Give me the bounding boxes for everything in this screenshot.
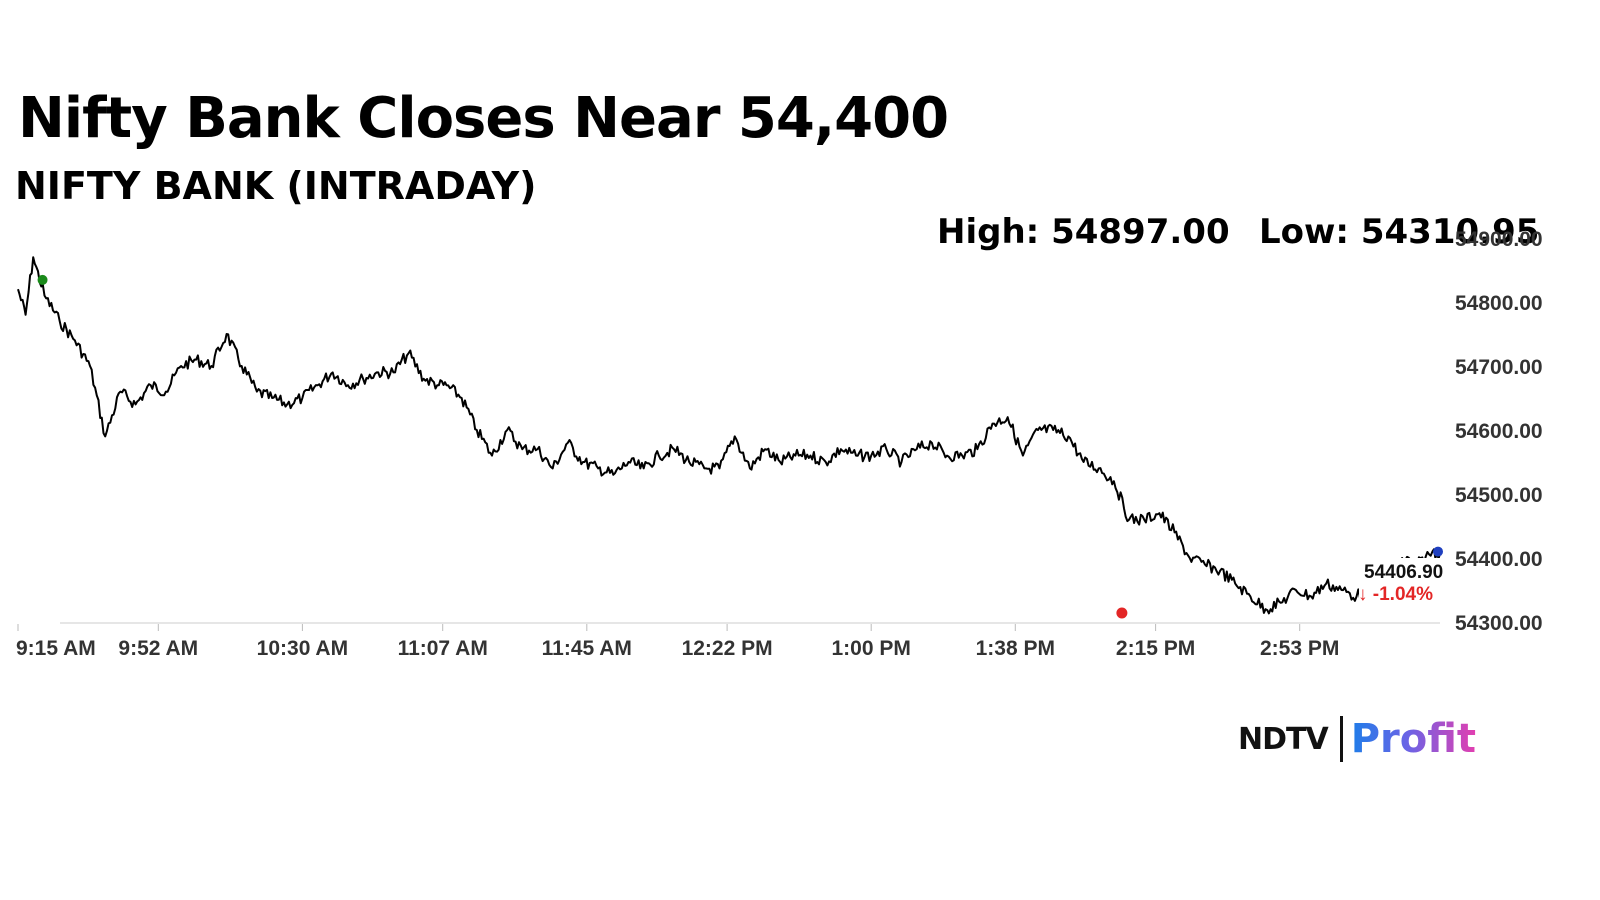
x-tick-label: 9:15 AM [16, 637, 96, 660]
x-tick-label: 10:30 AM [257, 637, 348, 660]
chart-title: Nifty Bank Closes Near 54,400 [18, 86, 949, 151]
x-tick-label: 9:52 AM [118, 637, 198, 660]
last-price-box [1359, 558, 1451, 604]
x-tick-label: 12:22 PM [682, 637, 773, 660]
y-tick-label: 54400.00 [1455, 548, 1543, 571]
high-marker [37, 274, 48, 285]
x-tick-label: 11:07 AM [398, 637, 488, 660]
y-tick-label: 54600.00 [1455, 420, 1543, 443]
x-tick-label: 2:53 PM [1260, 637, 1339, 660]
y-tick-label: 54300.00 [1455, 612, 1543, 635]
close-marker [1433, 546, 1443, 557]
ndtv-profit-logo: NDTV Profit [1238, 712, 1476, 766]
y-tick-label: 54500.00 [1455, 484, 1543, 507]
x-tick-label: 11:45 AM [542, 637, 632, 660]
chart-subtitle: NIFTY BANK (INTRADAY) [15, 164, 537, 208]
x-tick-label: 1:38 PM [976, 637, 1055, 660]
logo-ndtv: NDTV [1238, 721, 1329, 757]
x-tick-label: 1:00 PM [832, 637, 911, 660]
change-label: ↓ -1.04% [1358, 584, 1433, 605]
last-price-label: 54406.90 [1364, 562, 1443, 583]
high-value: High: 54897.00 [937, 212, 1230, 252]
low-marker [1116, 607, 1128, 619]
x-tick-label: 2:15 PM [1116, 637, 1195, 660]
y-tick-label: 54800.00 [1455, 292, 1543, 315]
y-tick-label: 54900.00 [1455, 228, 1543, 251]
logo-profit: Profit [1350, 716, 1476, 762]
y-tick-label: 54700.00 [1455, 356, 1543, 379]
logo-divider [1339, 716, 1343, 762]
low-value: Low: 54310.95 [1259, 212, 1540, 252]
price-line [17, 256, 1441, 615]
